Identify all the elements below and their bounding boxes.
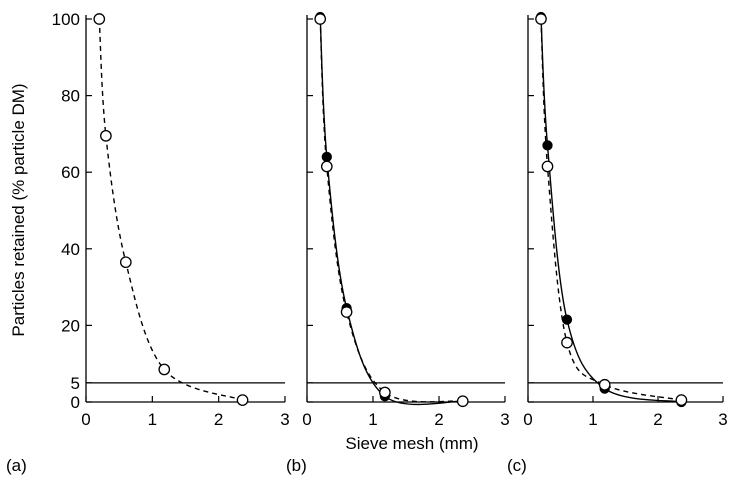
y-tick-label: 0	[71, 393, 80, 412]
y-tick-label: 80	[61, 87, 80, 106]
series-2-point	[456, 395, 469, 408]
y-tick-label: 100	[52, 10, 80, 29]
x-tick-label: 2	[214, 410, 223, 429]
x-tick-label: 1	[368, 410, 377, 429]
series-1-point	[321, 151, 332, 163]
y-tick-label: 5	[71, 374, 80, 393]
y-axis-label: Particles retained (% particle DM)	[9, 83, 28, 336]
series-1-point	[93, 13, 106, 25]
series-1-curve	[319, 17, 463, 406]
panel-label: (c)	[507, 456, 527, 475]
series-1-curve	[98, 18, 243, 401]
series-2-point	[314, 13, 327, 25]
panel-2: 0 1 2 3 (b)	[286, 11, 510, 475]
panel-1: 05 20 40 60 80 100 0 1 2 3 (a)	[6, 10, 290, 475]
x-tick-label: 0	[81, 410, 90, 429]
x-tick-label: 3	[500, 410, 509, 429]
series-1-point	[158, 363, 171, 376]
series-2-point	[561, 336, 573, 349]
x-tick-label: 0	[523, 410, 532, 429]
x-axis-label: Sieve mesh (mm)	[345, 434, 478, 453]
panel-label: (b)	[286, 456, 307, 475]
series-1-point	[100, 129, 112, 142]
series-2-point	[340, 306, 353, 318]
series-2-curve	[540, 18, 682, 401]
series-2-point	[598, 378, 611, 391]
series-1-point	[561, 314, 573, 325]
y-tick-label: 40	[61, 240, 80, 259]
series-1-point	[542, 140, 553, 151]
panel-label: (a)	[6, 456, 27, 475]
x-tick-label: 0	[302, 410, 311, 429]
series-2-point	[535, 13, 547, 25]
series-2-curve	[319, 18, 463, 403]
series-2-point	[379, 386, 391, 399]
series-2-point	[541, 160, 554, 173]
series-1-point	[236, 394, 249, 406]
x-tick-label: 3	[718, 410, 727, 429]
y-tick-label: 60	[61, 163, 80, 182]
x-tick-label: 3	[280, 410, 289, 429]
panel-3: 0 1 2 3 (c)	[507, 11, 728, 475]
x-tick-label: 2	[434, 410, 443, 429]
series-1-point	[119, 256, 132, 269]
series-2-point	[675, 394, 688, 406]
y-tick-label: 20	[61, 316, 80, 335]
series-2-point	[320, 160, 333, 173]
x-tick-label: 1	[588, 410, 597, 429]
x-tick-label: 1	[148, 410, 157, 429]
x-tick-label: 2	[653, 410, 662, 429]
